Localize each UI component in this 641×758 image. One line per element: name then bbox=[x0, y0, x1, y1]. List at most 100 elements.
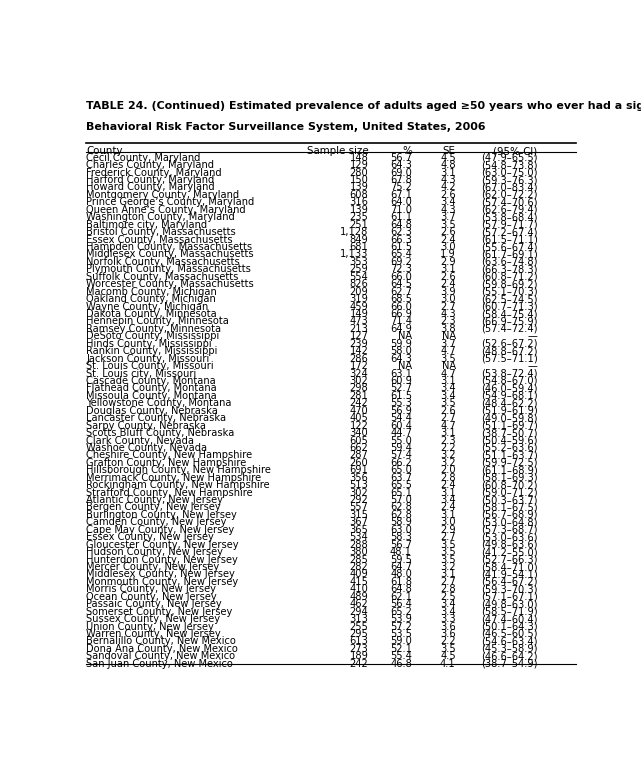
Text: 2.6: 2.6 bbox=[440, 227, 456, 237]
Text: (54.8–67.0): (54.8–67.0) bbox=[481, 376, 538, 386]
Text: 2.4: 2.4 bbox=[440, 234, 456, 245]
Text: 62.1: 62.1 bbox=[390, 592, 412, 602]
Text: 4.7: 4.7 bbox=[440, 368, 456, 378]
Text: 4.3: 4.3 bbox=[440, 309, 456, 319]
Text: Rockingham County, New Hampshire: Rockingham County, New Hampshire bbox=[86, 480, 270, 490]
Text: 287: 287 bbox=[349, 450, 368, 460]
Text: 315: 315 bbox=[349, 510, 368, 520]
Text: 56.7: 56.7 bbox=[390, 540, 412, 550]
Text: 3.9: 3.9 bbox=[440, 287, 456, 296]
Text: 298: 298 bbox=[349, 384, 368, 393]
Text: 3.8: 3.8 bbox=[440, 324, 456, 334]
Text: 67.1: 67.1 bbox=[390, 190, 412, 200]
Text: Yellowstone County, Montana: Yellowstone County, Montana bbox=[86, 398, 231, 409]
Text: 63.0: 63.0 bbox=[390, 525, 412, 535]
Text: 3.2: 3.2 bbox=[440, 458, 456, 468]
Text: 122: 122 bbox=[349, 421, 368, 431]
Text: 52.1: 52.1 bbox=[390, 644, 412, 654]
Text: (54.6–63.4): (54.6–63.4) bbox=[481, 637, 538, 647]
Text: 62.8: 62.8 bbox=[390, 510, 412, 520]
Text: 2.7: 2.7 bbox=[440, 532, 456, 542]
Text: Bergen County, New Jersey: Bergen County, New Jersey bbox=[86, 503, 221, 512]
Text: Gloucester County, New Jersey: Gloucester County, New Jersey bbox=[86, 540, 238, 550]
Text: 57.4: 57.4 bbox=[390, 450, 412, 460]
Text: Norfolk County, Massachusetts: Norfolk County, Massachusetts bbox=[86, 257, 240, 267]
Text: 2.8: 2.8 bbox=[440, 584, 456, 594]
Text: (51.1–63.7): (51.1–63.7) bbox=[481, 450, 538, 460]
Text: (52.6–67.2): (52.6–67.2) bbox=[481, 339, 538, 349]
Text: Ocean County, New Jersey: Ocean County, New Jersey bbox=[86, 592, 217, 602]
Text: 65.4: 65.4 bbox=[390, 249, 412, 259]
Text: 64.9: 64.9 bbox=[390, 324, 412, 334]
Text: (58.4–75.4): (58.4–75.4) bbox=[481, 309, 538, 319]
Text: Queen Anneʼs County, Maryland: Queen Anneʼs County, Maryland bbox=[86, 205, 246, 215]
Text: (61.5–71.1): (61.5–71.1) bbox=[481, 234, 538, 245]
Text: 380: 380 bbox=[349, 547, 368, 557]
Text: 410: 410 bbox=[349, 584, 368, 594]
Text: 59.5: 59.5 bbox=[390, 555, 412, 565]
Text: 61.1: 61.1 bbox=[390, 212, 412, 222]
Text: 3.2: 3.2 bbox=[440, 562, 456, 572]
Text: Middlesex County, New Jersey: Middlesex County, New Jersey bbox=[86, 569, 235, 579]
Text: Missoula County, Montana: Missoula County, Montana bbox=[86, 391, 217, 401]
Text: SE: SE bbox=[443, 146, 456, 156]
Text: 367: 367 bbox=[349, 518, 368, 528]
Text: 513: 513 bbox=[349, 480, 368, 490]
Text: 259: 259 bbox=[349, 265, 368, 274]
Text: 557: 557 bbox=[349, 503, 368, 512]
Text: 69.0: 69.0 bbox=[390, 168, 412, 177]
Text: 470: 470 bbox=[349, 406, 368, 415]
Text: (61.7–69.1): (61.7–69.1) bbox=[481, 249, 538, 259]
Text: 44.7: 44.7 bbox=[390, 428, 412, 438]
Text: (50.1–64.3): (50.1–64.3) bbox=[481, 622, 538, 631]
Text: 68.5: 68.5 bbox=[390, 294, 412, 304]
Text: (53.0–63.6): (53.0–63.6) bbox=[481, 532, 538, 542]
Text: 63.1: 63.1 bbox=[390, 368, 412, 378]
Text: 2.9: 2.9 bbox=[440, 257, 456, 267]
Text: 4.3: 4.3 bbox=[440, 205, 456, 215]
Text: 2.4: 2.4 bbox=[440, 503, 456, 512]
Text: 64.8: 64.8 bbox=[390, 220, 412, 230]
Text: (47.4–60.4): (47.4–60.4) bbox=[481, 614, 538, 624]
Text: (38.7–50.7): (38.7–50.7) bbox=[481, 428, 538, 438]
Text: 405: 405 bbox=[349, 413, 368, 423]
Text: 280: 280 bbox=[349, 168, 368, 177]
Text: Sarpy County, Nebraska: Sarpy County, Nebraska bbox=[86, 421, 206, 431]
Text: Monmouth County, New Jersey: Monmouth County, New Jersey bbox=[86, 577, 238, 587]
Text: (56.7–68.9): (56.7–68.9) bbox=[481, 510, 538, 520]
Text: 55.0: 55.0 bbox=[390, 436, 412, 446]
Text: (57.5–71.1): (57.5–71.1) bbox=[481, 354, 538, 364]
Text: 53.5: 53.5 bbox=[390, 629, 412, 639]
Text: 662: 662 bbox=[349, 443, 368, 453]
Text: (59.3–70.3): (59.3–70.3) bbox=[481, 584, 538, 594]
Text: 235: 235 bbox=[349, 212, 368, 222]
Text: 3.4: 3.4 bbox=[440, 391, 456, 401]
Text: (48.4–62.2): (48.4–62.2) bbox=[481, 398, 538, 409]
Text: 3.5: 3.5 bbox=[440, 398, 456, 409]
Text: 459: 459 bbox=[349, 302, 368, 312]
Text: Ramsey County, Minnesota: Ramsey County, Minnesota bbox=[86, 324, 221, 334]
Text: 65.5: 65.5 bbox=[390, 480, 412, 490]
Text: 61.5: 61.5 bbox=[390, 242, 412, 252]
Text: Camden County, New Jersey: Camden County, New Jersey bbox=[86, 518, 226, 528]
Text: (62.0–72.2): (62.0–72.2) bbox=[481, 190, 538, 200]
Text: 1,128: 1,128 bbox=[340, 227, 368, 237]
Text: 60.4: 60.4 bbox=[390, 421, 412, 431]
Text: NA: NA bbox=[398, 361, 412, 371]
Text: (47.9–65.5): (47.9–65.5) bbox=[481, 152, 538, 163]
Text: (53.8–68.4): (53.8–68.4) bbox=[481, 212, 538, 222]
Text: Suffolk County, Massachusetts: Suffolk County, Massachusetts bbox=[86, 272, 238, 282]
Text: (57.3–68.7): (57.3–68.7) bbox=[481, 525, 538, 535]
Text: 58.9: 58.9 bbox=[390, 518, 412, 528]
Text: 2.4: 2.4 bbox=[440, 480, 456, 490]
Text: 3.5: 3.5 bbox=[440, 644, 456, 654]
Text: (46.0–59.4): (46.0–59.4) bbox=[481, 384, 538, 393]
Text: Charles County, Maryland: Charles County, Maryland bbox=[86, 160, 214, 171]
Text: Washoe County, Nevada: Washoe County, Nevada bbox=[86, 443, 207, 453]
Text: 316: 316 bbox=[349, 197, 368, 208]
Text: 60.9: 60.9 bbox=[390, 376, 412, 386]
Text: 319: 319 bbox=[349, 294, 368, 304]
Text: Warren County, New Jersey: Warren County, New Jersey bbox=[86, 629, 221, 639]
Text: (41.9–54.1): (41.9–54.1) bbox=[481, 569, 538, 579]
Text: Hunterdon County, New Jersey: Hunterdon County, New Jersey bbox=[86, 555, 238, 565]
